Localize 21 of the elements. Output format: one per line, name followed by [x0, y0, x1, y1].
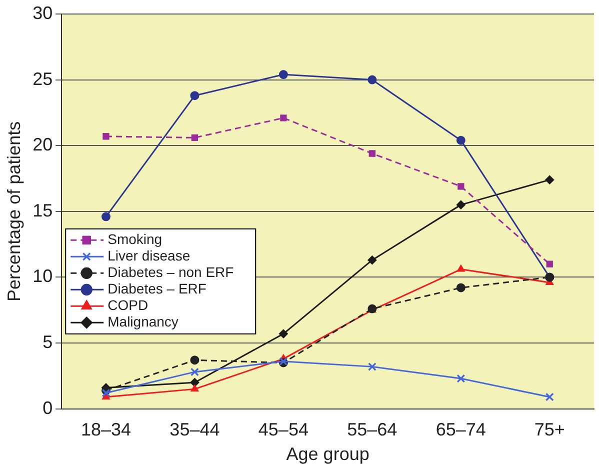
- y-tick-label: 15: [32, 200, 53, 220]
- y-tick-label: 10: [32, 266, 53, 286]
- x-tick-label: 45–54: [258, 420, 308, 440]
- x-axis-title: Age group: [286, 444, 370, 464]
- y-tick-label: 0: [42, 398, 53, 418]
- x-tick-label: 55–64: [347, 420, 398, 440]
- legend-label: Malignancy: [108, 314, 178, 330]
- x-tick-label: 65–74: [436, 420, 486, 440]
- y-tick-label: 5: [42, 332, 53, 352]
- y-tick-label: 25: [32, 68, 53, 89]
- y-axis-title: Percentage of patients: [4, 121, 24, 302]
- y-tick-label: 30: [32, 2, 53, 23]
- x-tick-label: 35–44: [170, 420, 220, 440]
- legend-label: Diabetes – non ERF: [108, 264, 234, 280]
- legend-label: COPD: [108, 297, 148, 314]
- legend-label: Diabetes – ERF: [108, 280, 206, 297]
- x-tick-label: 18–34: [80, 420, 132, 440]
- x-tick-label: 75+: [534, 420, 565, 440]
- y-tick-label: 20: [32, 134, 53, 155]
- legend-label: Liver disease: [108, 248, 190, 264]
- legend-label: Smoking: [108, 231, 162, 248]
